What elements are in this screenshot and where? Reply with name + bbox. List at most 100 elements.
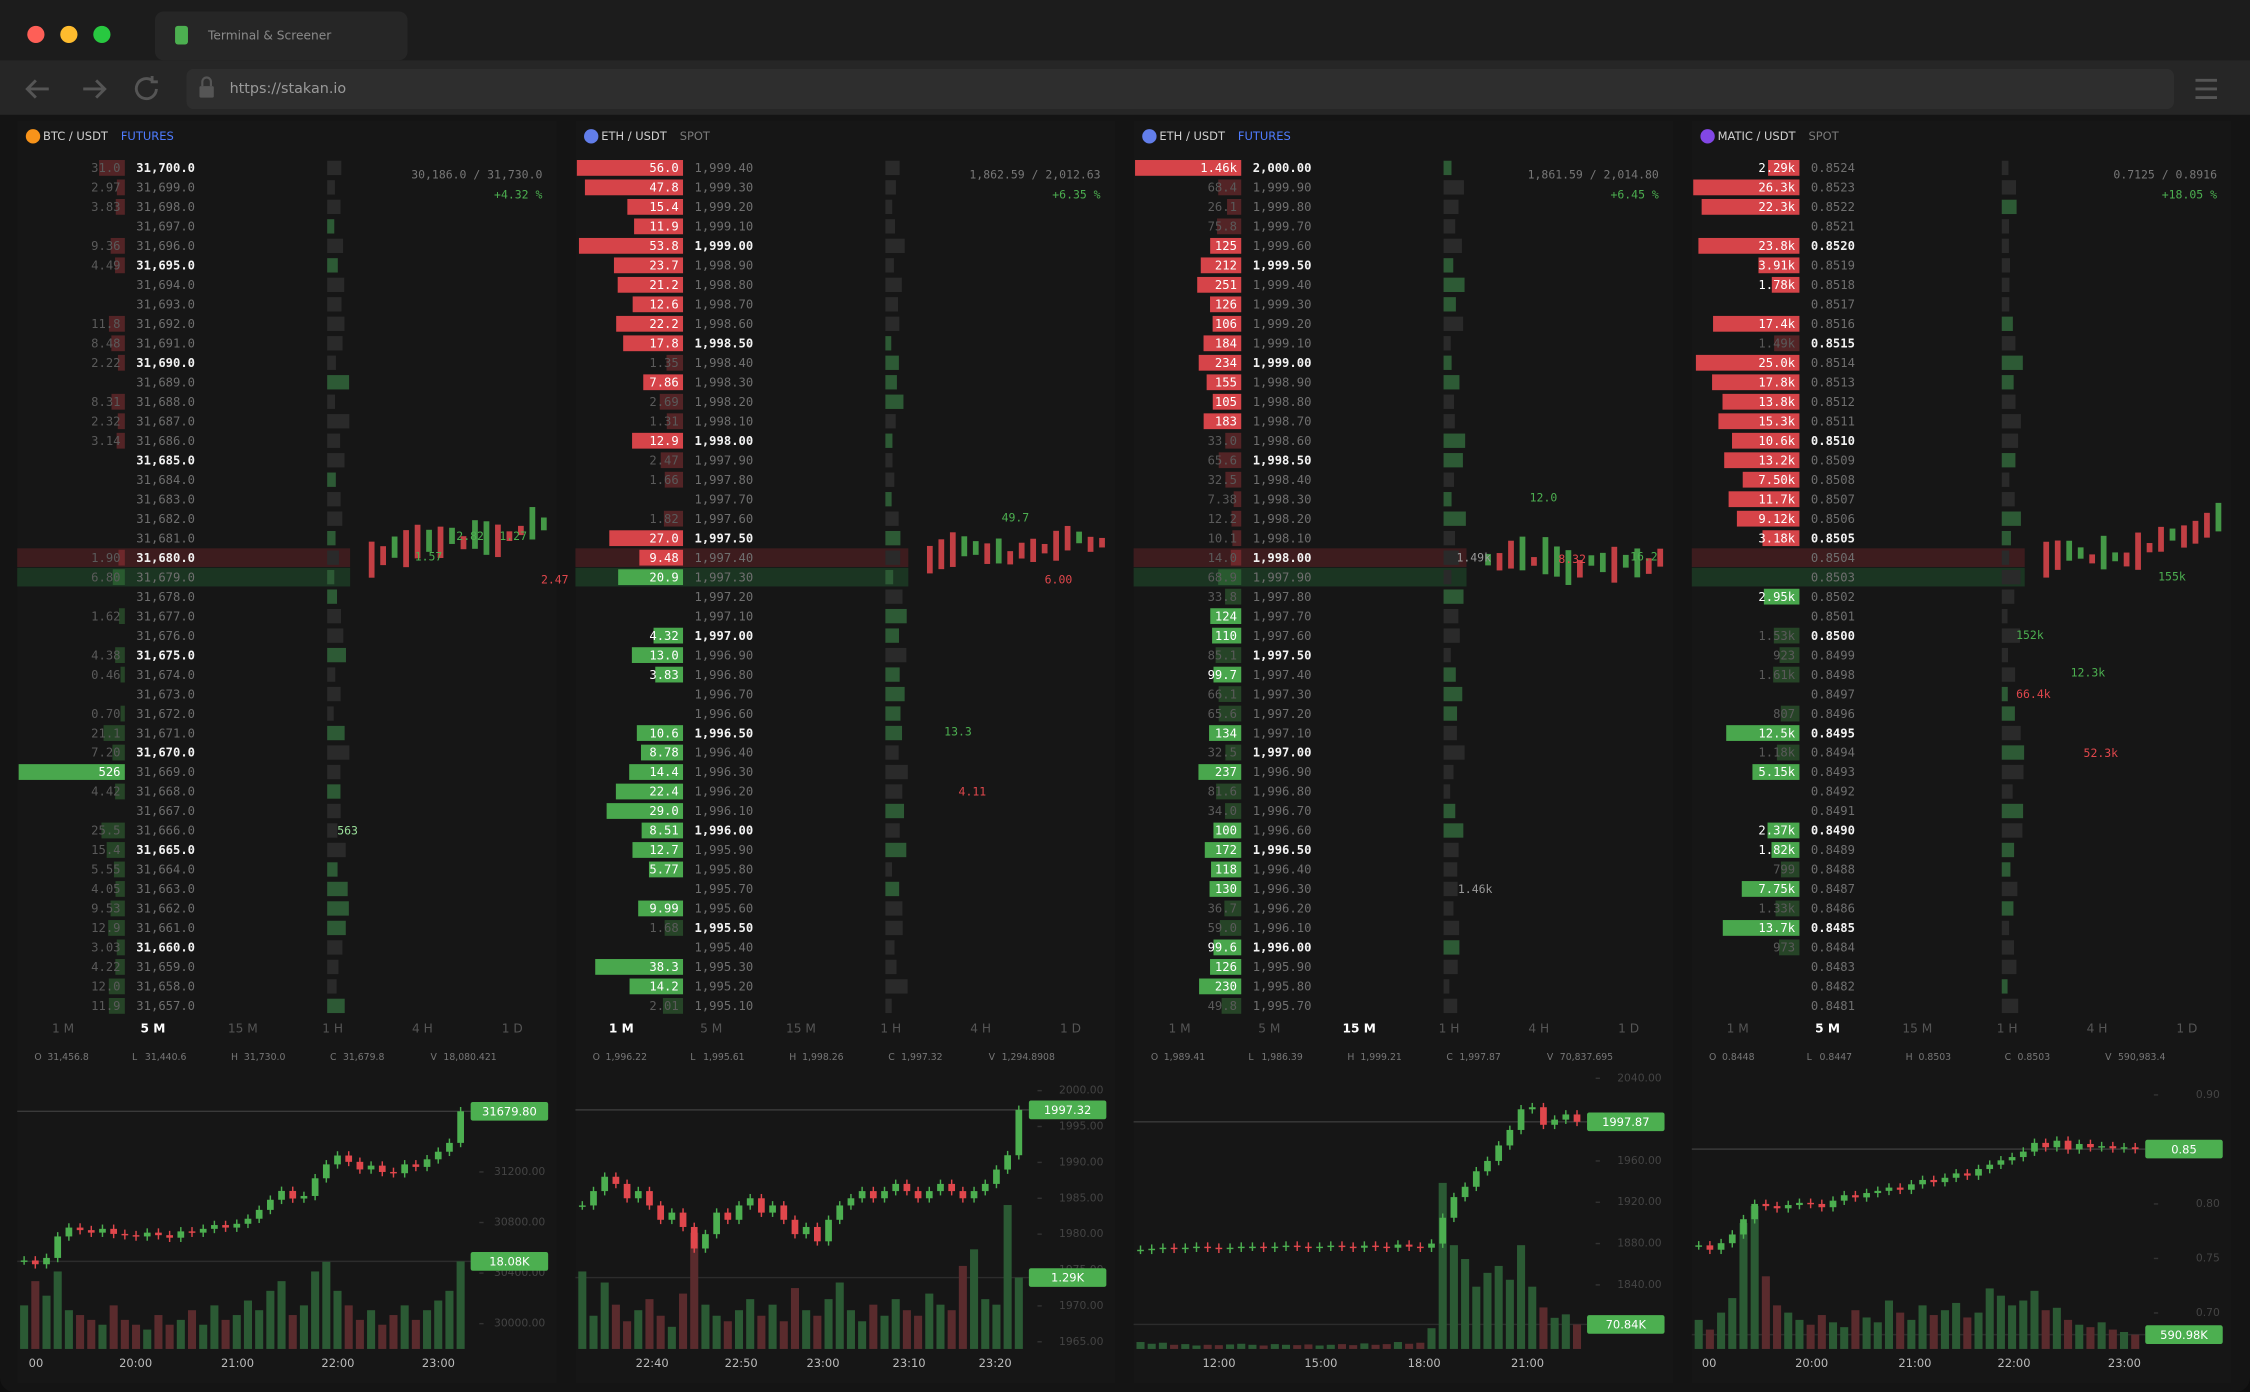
timeframe-button[interactable]: 1 M bbox=[52, 1021, 74, 1035]
profile-bar bbox=[2001, 160, 2009, 176]
last-price-tag bbox=[1028, 1100, 1107, 1120]
cluster-candle bbox=[2054, 540, 2061, 570]
candle bbox=[1338, 1245, 1346, 1248]
order-price: 0.8512 bbox=[1811, 395, 1855, 409]
timeframe-button[interactable]: 15 M bbox=[1343, 1021, 1376, 1035]
bid-volume-bar bbox=[1213, 939, 1242, 956]
ask-volume-bar bbox=[663, 510, 684, 527]
volume-bar bbox=[1739, 1223, 1748, 1349]
timeframe-button[interactable]: 5 M bbox=[1815, 1021, 1840, 1035]
order-volume: 1.78k bbox=[1758, 278, 1795, 292]
profile-bar bbox=[327, 453, 345, 468]
timeframe-button[interactable]: 4 H bbox=[970, 1021, 991, 1035]
timeframe-button[interactable]: 1 H bbox=[880, 1021, 901, 1035]
order-price: 1,997.70 bbox=[695, 492, 754, 506]
timeframe-button[interactable]: 1 H bbox=[322, 1021, 343, 1035]
timeframe-button[interactable]: 1 D bbox=[502, 1021, 523, 1035]
volume-bar bbox=[2075, 1324, 2084, 1349]
volume-bar bbox=[120, 1319, 129, 1349]
ask-volume-bar bbox=[634, 218, 684, 235]
cluster-candle bbox=[1018, 542, 1025, 559]
tab[interactable] bbox=[154, 11, 408, 61]
cluster-label: 563 bbox=[337, 823, 358, 837]
candle bbox=[166, 1235, 173, 1238]
ask-volume-bar bbox=[1203, 335, 1242, 352]
menu-button[interactable] bbox=[2195, 78, 2217, 100]
timeframe-button[interactable]: 1 D bbox=[2176, 1021, 2197, 1035]
reload-button[interactable] bbox=[134, 76, 158, 101]
candle bbox=[65, 1227, 73, 1237]
order-price: 1,999.30 bbox=[1253, 298, 1312, 312]
order-price: 31,680.0 bbox=[136, 551, 195, 565]
timeframe-button[interactable]: 1 H bbox=[1439, 1021, 1460, 1035]
timeframe-button[interactable]: 4 H bbox=[2087, 1021, 2108, 1035]
order-price: 0.8482 bbox=[1811, 980, 1855, 994]
order-price: 1,997.30 bbox=[1253, 687, 1312, 701]
cluster-label: 52.3k bbox=[2084, 746, 2119, 760]
order-volume: 32.5 bbox=[1208, 746, 1237, 760]
timeframe-button[interactable]: 15 M bbox=[228, 1021, 258, 1035]
order-volume: 17.8 bbox=[649, 337, 678, 351]
timeframe-button[interactable]: 5 M bbox=[700, 1021, 722, 1035]
profile-bar bbox=[885, 160, 900, 176]
time-label: 00 bbox=[1702, 1356, 1717, 1370]
candle bbox=[1193, 1246, 1200, 1249]
timeframe-button[interactable]: 1 M bbox=[609, 1021, 634, 1035]
profile-bar bbox=[327, 979, 337, 994]
back-button[interactable] bbox=[25, 79, 49, 99]
candle bbox=[121, 1233, 129, 1236]
ohlcv-value: 1,997.87 bbox=[1459, 1052, 1501, 1063]
bid-volume-bar bbox=[115, 647, 125, 663]
order-price: 1,999.10 bbox=[1253, 337, 1312, 351]
profile-bar bbox=[2001, 979, 2008, 994]
timeframe-button[interactable]: 15 M bbox=[786, 1021, 816, 1035]
profile-bar bbox=[2001, 706, 2015, 721]
volume-bar bbox=[1281, 1344, 1291, 1349]
cluster-candle bbox=[1531, 557, 1537, 566]
lock-icon bbox=[199, 86, 214, 98]
candle bbox=[54, 1236, 62, 1258]
best-bid-band bbox=[1133, 567, 1467, 587]
candle bbox=[390, 1171, 397, 1174]
timeframe-button[interactable]: 15 M bbox=[1902, 1021, 1932, 1035]
close-button[interactable] bbox=[27, 25, 45, 44]
zoom-button[interactable] bbox=[93, 25, 111, 44]
forward-button[interactable] bbox=[83, 79, 107, 99]
candle bbox=[1293, 1245, 1301, 1248]
volume-bar bbox=[1014, 1277, 1023, 1349]
order-price: 1,995.30 bbox=[695, 960, 754, 974]
timeframe-button[interactable]: 1 D bbox=[1618, 1021, 1639, 1035]
y-tick-label: 2040.00 bbox=[1617, 1071, 1662, 1084]
order-price: 1,997.80 bbox=[695, 473, 754, 487]
timeframe-button[interactable]: 4 H bbox=[1528, 1021, 1549, 1035]
order-volume: 36.7 bbox=[1208, 902, 1237, 916]
timeframe-button[interactable]: 4 H bbox=[412, 1021, 433, 1035]
profile-bar bbox=[2001, 375, 2014, 390]
candle bbox=[2042, 1142, 2050, 1148]
coin-icon bbox=[25, 129, 41, 144]
volume-bar bbox=[1884, 1300, 1894, 1349]
timeframe-button[interactable]: 5 M bbox=[1258, 1021, 1280, 1035]
profile-bar bbox=[885, 667, 900, 682]
order-price: 0.8510 bbox=[1811, 434, 1855, 448]
address-bar[interactable] bbox=[186, 68, 2174, 110]
profile-bar bbox=[1443, 453, 1463, 468]
order-price: 1,996.90 bbox=[695, 648, 754, 662]
profile-bar bbox=[2001, 764, 2024, 780]
timeframe-button[interactable]: 1 M bbox=[1727, 1021, 1749, 1035]
order-price: 0.8485 bbox=[1811, 921, 1855, 935]
timeframe-button[interactable]: 1 D bbox=[1060, 1021, 1081, 1035]
bid-volume-bar bbox=[631, 647, 684, 663]
profile-bar bbox=[2001, 803, 2024, 819]
timeframe-button[interactable]: 5 M bbox=[141, 1021, 166, 1035]
volume-bar bbox=[813, 1315, 822, 1349]
profile-bar bbox=[2001, 881, 2018, 897]
profile-bar bbox=[1443, 375, 1460, 390]
profile-bar bbox=[1443, 979, 1450, 994]
ask-volume-bar bbox=[1225, 432, 1242, 449]
volume-bar bbox=[623, 1321, 632, 1349]
timeframe-button[interactable]: 1 H bbox=[1997, 1021, 2018, 1035]
minimize-button[interactable] bbox=[60, 25, 78, 44]
timeframe-button[interactable]: 1 M bbox=[1168, 1021, 1190, 1035]
volume-bar bbox=[958, 1265, 967, 1349]
